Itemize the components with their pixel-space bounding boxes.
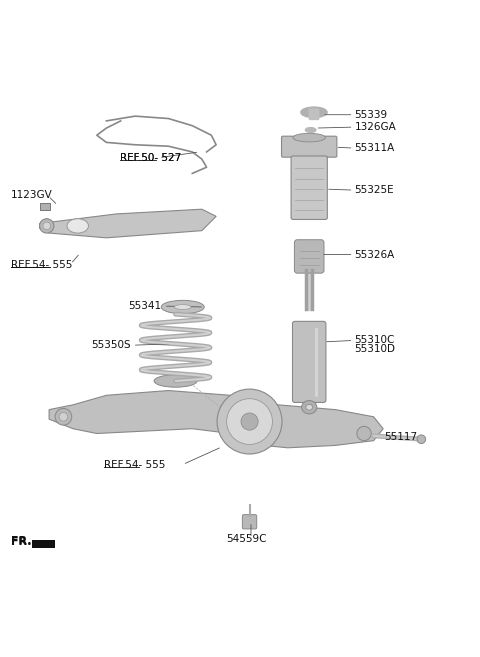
Ellipse shape xyxy=(43,222,50,230)
Circle shape xyxy=(241,413,258,430)
Ellipse shape xyxy=(174,305,191,309)
Ellipse shape xyxy=(301,107,327,118)
FancyBboxPatch shape xyxy=(291,156,327,219)
Text: 55310D: 55310D xyxy=(355,344,396,353)
Text: 1123GV: 1123GV xyxy=(11,190,53,200)
Bar xyxy=(39,204,50,210)
Ellipse shape xyxy=(301,401,317,414)
FancyBboxPatch shape xyxy=(292,321,326,403)
Text: FR.: FR. xyxy=(11,536,31,546)
Ellipse shape xyxy=(306,404,312,410)
Ellipse shape xyxy=(55,409,72,425)
Circle shape xyxy=(227,399,273,445)
Circle shape xyxy=(217,389,282,454)
Text: 55325E: 55325E xyxy=(355,185,394,195)
Ellipse shape xyxy=(39,219,54,233)
Polygon shape xyxy=(49,390,383,448)
Text: 55341: 55341 xyxy=(128,301,161,311)
Text: REF.50- 527: REF.50- 527 xyxy=(120,152,181,163)
Text: 1326GA: 1326GA xyxy=(355,122,396,132)
FancyBboxPatch shape xyxy=(294,240,324,273)
Ellipse shape xyxy=(357,426,371,441)
Text: 55117: 55117 xyxy=(384,432,417,442)
Text: 55311A: 55311A xyxy=(355,143,395,153)
FancyBboxPatch shape xyxy=(242,514,257,529)
Ellipse shape xyxy=(154,374,197,387)
FancyBboxPatch shape xyxy=(309,109,319,120)
FancyBboxPatch shape xyxy=(33,541,55,548)
Text: REF.54- 555: REF.54- 555 xyxy=(11,260,72,270)
Ellipse shape xyxy=(417,435,426,443)
Text: 55350S: 55350S xyxy=(91,340,131,350)
Text: 54559C: 54559C xyxy=(227,534,267,545)
Polygon shape xyxy=(39,209,216,238)
Text: 55326A: 55326A xyxy=(355,250,395,260)
Ellipse shape xyxy=(161,300,204,313)
Text: 55310C: 55310C xyxy=(355,336,395,346)
Text: FR.: FR. xyxy=(11,537,31,547)
Ellipse shape xyxy=(59,413,68,421)
Text: REF.54- 555: REF.54- 555 xyxy=(104,461,166,470)
Text: REF.50- 527: REF.50- 527 xyxy=(120,152,181,163)
Ellipse shape xyxy=(67,219,88,233)
FancyBboxPatch shape xyxy=(281,136,337,157)
Text: 55339: 55339 xyxy=(355,110,388,120)
Ellipse shape xyxy=(293,133,325,142)
Ellipse shape xyxy=(305,127,316,132)
